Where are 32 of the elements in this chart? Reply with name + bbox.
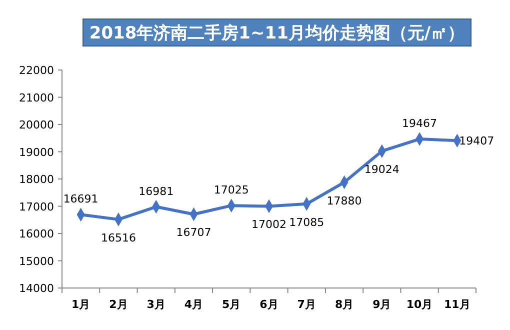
- y-tick-label: 15000: [19, 254, 54, 268]
- data-label: 17880: [326, 194, 362, 208]
- data-label: 16516: [100, 231, 136, 244]
- y-tick-label: 21000: [19, 91, 54, 104]
- y-tick-label: 20000: [19, 118, 54, 132]
- y-tick-label: 17000: [19, 200, 54, 214]
- data-label: 19467: [402, 117, 438, 130]
- chart-title: 2018年济南二手房1~11月均价走势图（元/㎡）: [89, 24, 465, 44]
- x-tick-label: 9月: [372, 298, 392, 311]
- x-tick-label: 1月: [71, 298, 90, 311]
- data-label: 16691: [63, 192, 98, 206]
- data-label: 17002: [252, 218, 286, 232]
- y-tick-label: 14000: [19, 282, 54, 295]
- data-label: 19024: [364, 163, 400, 176]
- x-tick-label: 5月: [222, 298, 241, 311]
- data-label: 17085: [289, 216, 324, 229]
- data-label: 19407: [459, 134, 494, 148]
- x-tick-label: 8月: [334, 298, 354, 311]
- y-tick-label: 22000: [19, 64, 54, 77]
- x-tick-label: 3月: [146, 298, 166, 311]
- x-tick-label: 7月: [297, 298, 316, 311]
- data-label: 17025: [214, 184, 249, 197]
- data-label: 16707: [176, 226, 212, 240]
- y-tick-label: 18000: [19, 173, 54, 186]
- x-tick-label: 2月: [109, 298, 128, 311]
- y-tick-label: 19000: [19, 146, 54, 159]
- x-tick-label: 4月: [184, 298, 204, 311]
- y-tick-label: 16000: [19, 228, 54, 240]
- data-label: 16981: [138, 184, 174, 198]
- x-tick-label: 11月: [444, 298, 470, 311]
- x-tick-label: 6月: [260, 298, 278, 311]
- x-tick-label: 10月: [406, 298, 433, 311]
